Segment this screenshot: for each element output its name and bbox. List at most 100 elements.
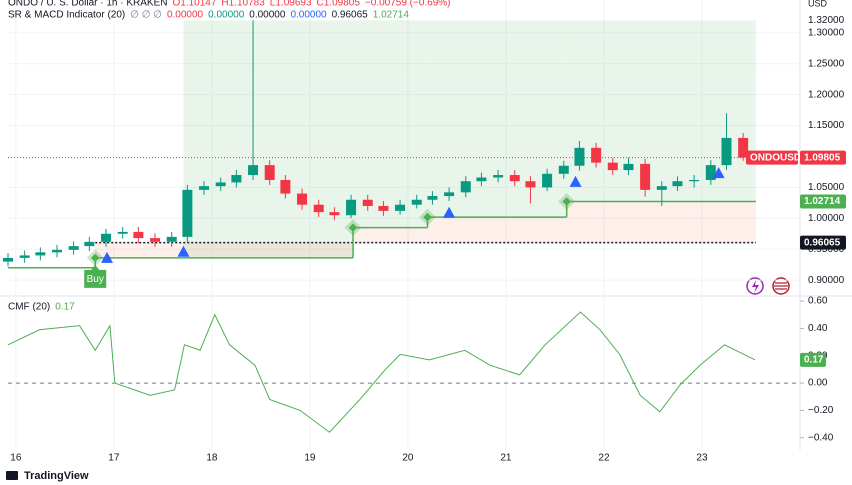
- indicator-flags: ∅ ∅ ∅: [130, 10, 162, 21]
- candle-body: [280, 179, 291, 194]
- indicator-value: 0.96065: [332, 10, 369, 21]
- y-tick-label: 0.00: [808, 378, 828, 389]
- candle-body: [476, 177, 487, 182]
- level-price-box: [800, 235, 846, 250]
- candle-body: [574, 147, 585, 166]
- support-diamond: [423, 212, 432, 222]
- x-tick-label: 20: [402, 453, 414, 464]
- y-tick-label: −0.40: [808, 432, 834, 443]
- cmf-line: [7, 311, 756, 433]
- candle-body: [411, 199, 422, 205]
- icon-bolt: [752, 280, 759, 293]
- ohlc-value: −0.00759 (−0.69%): [365, 0, 451, 9]
- y-tick-label: −0.20: [808, 405, 834, 416]
- x-tick-label: 21: [500, 453, 512, 464]
- candle-body: [264, 165, 275, 180]
- candle-body: [313, 204, 324, 213]
- last-price: 1.09805: [804, 152, 841, 163]
- top-level-label: 1.32000: [808, 15, 845, 26]
- resistance-zone: [427, 20, 567, 218]
- candle-body: [640, 163, 651, 190]
- indicator-value: 1.02714: [373, 10, 410, 21]
- candle-body: [101, 233, 112, 242]
- candle-body: [199, 186, 210, 190]
- signal-triangle: [101, 251, 113, 263]
- candle-body: [493, 175, 504, 178]
- candle-body: [721, 137, 732, 166]
- candle-body: [52, 249, 63, 253]
- x-tick-label: 17: [108, 453, 120, 464]
- candle-body: [427, 196, 438, 200]
- support-zone: [95, 242, 354, 258]
- support-price: 1.02714: [804, 196, 841, 207]
- candle-body: [68, 246, 79, 250]
- buy-label: Buy: [87, 274, 104, 285]
- x-tick-label: 19: [304, 453, 316, 464]
- cmf-value: 0.17: [55, 302, 75, 313]
- resistance-zone: [566, 20, 756, 202]
- candle-body: [558, 165, 569, 174]
- last-price-box: [800, 150, 846, 165]
- last-name-box: [745, 150, 798, 165]
- candle-body: [542, 173, 553, 188]
- cmf-title: CMF (20): [8, 302, 50, 313]
- y-tick-label: 1.05000: [808, 182, 845, 193]
- ohlc-value: L1.09693: [270, 0, 312, 9]
- candle-body: [35, 252, 46, 256]
- indicator-value: 0.00000: [167, 10, 204, 21]
- brand: TradingView: [24, 470, 89, 482]
- level-price: 0.96065: [804, 237, 841, 248]
- support-diamond: [90, 253, 100, 263]
- x-tick-label: 22: [598, 453, 610, 464]
- candle-body: [150, 238, 161, 242]
- candle-body: [297, 193, 308, 205]
- candle-body: [705, 165, 716, 180]
- candle-body: [623, 163, 634, 171]
- candle-body: [133, 231, 144, 239]
- y-tick-label: 0.40: [808, 323, 828, 334]
- cmf-last: 0.17: [804, 354, 824, 365]
- candle-body: [362, 199, 373, 206]
- candle-body: [689, 179, 700, 182]
- support-zone: [353, 227, 428, 243]
- candle-body: [395, 204, 406, 211]
- signal-triangle: [569, 175, 582, 187]
- y-tick-label: 1.00000: [808, 213, 845, 224]
- candle-body: [3, 257, 13, 262]
- icon-stripes: [774, 282, 788, 290]
- candle-body: [444, 192, 455, 197]
- resistance-zone: [353, 20, 428, 228]
- signal-triangle: [712, 167, 725, 179]
- candle-body: [607, 162, 618, 171]
- support-price-box: [800, 194, 846, 209]
- support-diamond: [348, 223, 358, 232]
- candle-body: [509, 175, 520, 182]
- y-tick-label: 1.25000: [808, 58, 845, 69]
- ohlc-value: C1.09805: [317, 0, 361, 9]
- x-tick-label: 16: [10, 453, 22, 464]
- support-zone: [566, 201, 756, 243]
- buy-badge: [84, 264, 107, 288]
- x-tick-label: 18: [206, 453, 218, 464]
- resistance-zone: [183, 20, 354, 258]
- candle-body: [346, 199, 357, 216]
- candle-body: [166, 236, 177, 242]
- y-tick-label: 0.90000: [808, 275, 845, 286]
- symbol-title: ONDO / U. S. Dollar · 1h · KRAKEN: [8, 0, 167, 9]
- candle-body: [215, 182, 226, 187]
- indicator-name: SR & MACD Indicator (20): [8, 10, 125, 21]
- indicator-value: 0.00000: [208, 10, 245, 21]
- x-tick-label: 23: [696, 453, 708, 464]
- candle-body: [460, 181, 471, 193]
- candle-body: [672, 181, 683, 187]
- last-name: ONDOUSD: [750, 152, 801, 163]
- ohlc-value: H1.10783: [221, 0, 265, 9]
- indicator-value: 0.00000: [249, 10, 286, 21]
- currency: USD: [808, 0, 828, 8]
- brand-logo: [6, 471, 18, 480]
- support-zone: [427, 217, 567, 243]
- y-tick-label: 1.15000: [808, 120, 845, 131]
- y-tick-label: 0.60: [808, 296, 828, 307]
- candle-body: [591, 147, 602, 163]
